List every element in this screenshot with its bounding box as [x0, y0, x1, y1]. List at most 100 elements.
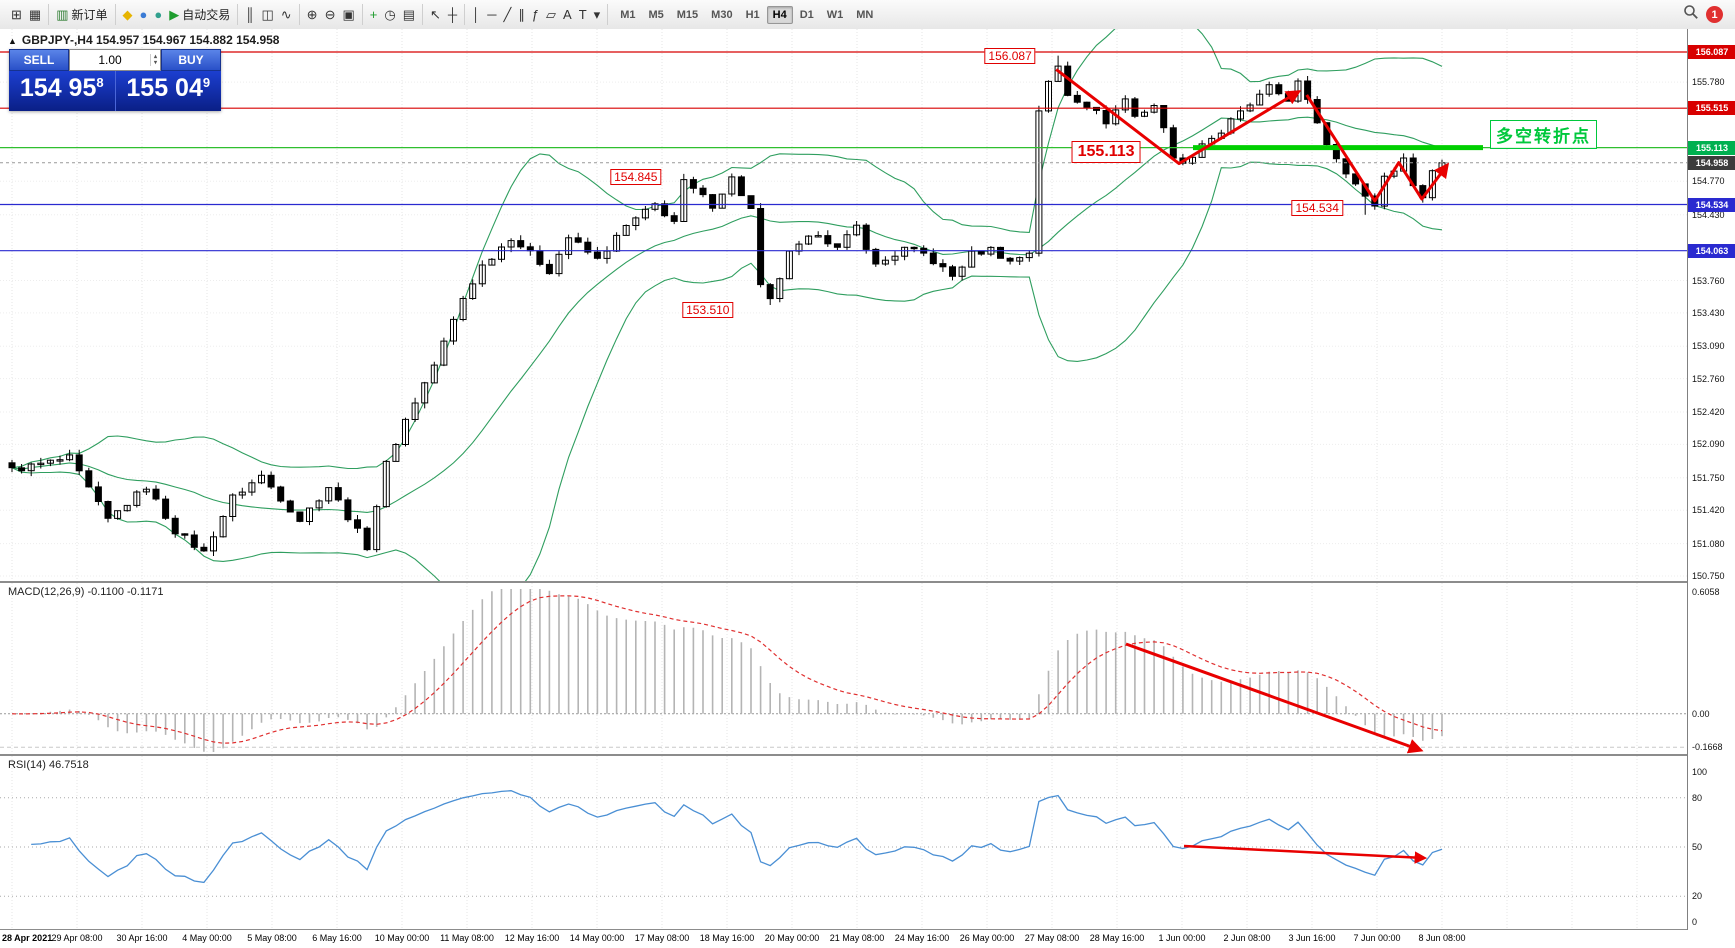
sell-button[interactable]: SELL	[9, 49, 69, 71]
macd-panel[interactable]	[0, 583, 1687, 754]
zoom-in-button[interactable]: ⊕	[304, 6, 321, 23]
arrows-dropdown-button[interactable]: ▾	[591, 6, 604, 23]
price-axis[interactable]: 155.780 154.770 154.430 153.760 153.430 153.0…	[1687, 29, 1735, 930]
rsi-axis-label: 80	[1692, 792, 1703, 803]
toolbar-right: 1	[1683, 4, 1731, 25]
text-button[interactable]: A	[560, 6, 575, 23]
crosshair-icon: ┼	[447, 6, 458, 22]
equidistant-channel-button[interactable]: ∥	[515, 6, 528, 23]
timeframe-h1[interactable]: H1	[745, 8, 760, 21]
bars-mode-button[interactable]: ║	[242, 6, 257, 23]
price-tick: 153.760	[1692, 275, 1725, 286]
time-label: 30 Apr 16:00	[116, 933, 168, 943]
rsi-indicator-label: RSI(14) 46.7518	[8, 759, 89, 771]
axis-separator	[0, 929, 1735, 930]
turning-point-annotation[interactable]: 多空转折点	[1490, 120, 1597, 149]
periods-button[interactable]: ◷	[381, 6, 398, 23]
price-tick: 152.760	[1692, 373, 1725, 384]
time-label: 27 May 08:00	[1024, 933, 1080, 943]
toolbar-group: ⊞ ▦	[4, 4, 50, 25]
mql5-market-icon: ●	[154, 6, 163, 22]
fibonacci-button[interactable]: ƒ	[529, 6, 542, 23]
timeframe-mn[interactable]: MN	[856, 8, 874, 21]
timeframe-d1[interactable]: D1	[799, 8, 814, 21]
volume-spinner[interactable]: ▴ ▾	[149, 54, 160, 66]
rsi-axis-label: 100	[1692, 766, 1708, 777]
line-mode-button[interactable]: ∿	[278, 6, 295, 23]
rsi-line	[31, 790, 1443, 884]
panel-separator[interactable]	[0, 754, 1735, 756]
time-axis[interactable]: 28 Apr 2021 29 Apr 08:00 30 Apr 16:00 4 May…	[0, 930, 1687, 948]
trendline-button[interactable]: ╱	[500, 6, 514, 23]
cursor-button[interactable]: ↖	[427, 6, 444, 23]
zoom-out-icon: ⊖	[324, 6, 336, 22]
toolbar-group: │ ─ ╱ ∥ ƒ ▱ A T ▾	[465, 4, 609, 25]
indicators-button[interactable]: +	[367, 6, 381, 23]
time-label: 12 May 16:00	[504, 933, 560, 943]
crosshair-button[interactable]: ┼	[445, 6, 460, 23]
new-order-button[interactable]: ▥ 新订单	[53, 4, 110, 25]
text-label-button[interactable]: T	[576, 6, 590, 23]
horizontal-line-button[interactable]: ─	[484, 6, 499, 23]
profiles-button[interactable]: ▦	[26, 6, 44, 23]
price-chart[interactable]	[0, 29, 1687, 581]
macd-trend-arrow[interactable]	[1125, 642, 1424, 754]
zoom-out-button[interactable]: ⊖	[322, 6, 339, 23]
trend-arrow[interactable]	[1305, 94, 1450, 203]
chart-collapse-icon[interactable]: ▲	[8, 36, 17, 46]
macd-signal-line	[11, 595, 1443, 744]
main-toolbar: ⊞ ▦ ▥ 新订单 ◆ ● ● ▶ 自动交易 ║ ◫ ∿ ⊕ ⊖ ▣ + ◷ ▤ ↖ ┼ │ ─ ╱ ∥ ƒ ▱ A T ▾ M1 M5 M…	[0, 0, 1735, 30]
price-badge: 155.515	[1688, 101, 1735, 116]
zoom-in-icon: ⊕	[306, 6, 318, 22]
new-chart-icon: ⊞	[11, 6, 22, 22]
rsi-panel[interactable]	[0, 756, 1687, 929]
new-chart-button[interactable]: ⊞	[8, 6, 25, 23]
time-label: 24 May 16:00	[894, 933, 950, 943]
time-label: 2 Jun 08:00	[1223, 933, 1271, 943]
timeframe-m15[interactable]: M15	[676, 8, 699, 21]
timeframe-toolbar: M1 M5 M15 M30 H1 H4 D1 W1 MN	[608, 5, 885, 24]
time-label: 4 May 00:00	[182, 933, 232, 943]
bid-price[interactable]: 154 95 8	[9, 71, 115, 111]
bid-main-digits: 154 95	[19, 74, 97, 102]
price-tick: 151.750	[1692, 472, 1725, 483]
quotes-button[interactable]: ◆	[120, 6, 136, 23]
auto-trading-button[interactable]: ▶ 自动交易	[166, 4, 233, 25]
timeframe-m5[interactable]: M5	[648, 8, 664, 21]
periods-icon: ◷	[384, 6, 396, 22]
buy-button[interactable]: BUY	[161, 49, 221, 71]
grid	[0, 29, 1687, 581]
rsi-axis-label: 20	[1692, 891, 1703, 902]
notification-badge[interactable]: 1	[1706, 6, 1723, 23]
time-label: 7 Jun 00:00	[1353, 933, 1401, 943]
price-tick: 154.770	[1692, 176, 1725, 187]
time-label: 17 May 08:00	[634, 933, 690, 943]
ask-price[interactable]: 155 04 9	[114, 71, 221, 111]
panel-separator[interactable]	[0, 581, 1735, 583]
bars-mode-icon: ║	[245, 6, 255, 22]
tile-windows-button[interactable]: ▣	[339, 6, 357, 23]
timeframe-w1[interactable]: W1	[826, 8, 844, 21]
price-tick: 151.080	[1692, 538, 1725, 549]
candles-mode-button[interactable]: ◫	[258, 6, 276, 23]
community-button[interactable]: ●	[137, 6, 151, 23]
mql5-market-button[interactable]: ●	[151, 6, 165, 23]
price-tick: 153.090	[1692, 341, 1725, 352]
volume-input[interactable]: 1.00 ▴ ▾	[69, 49, 161, 71]
trend-arrow[interactable]	[1055, 68, 1302, 166]
timeframe-h4[interactable]: H4	[766, 5, 793, 24]
macd-indicator-label: MACD(12,26,9) -0.1100 -0.1171	[8, 586, 164, 598]
volume-up-icon[interactable]: ▴	[153, 54, 157, 60]
volume-value: 1.00	[98, 53, 122, 67]
rsi-trend-arrow[interactable]	[1183, 844, 1428, 864]
templates-button[interactable]: ▤	[400, 6, 418, 23]
bollinger-bands[interactable]	[11, 29, 1443, 581]
macd-axis-label: -0.1668	[1692, 742, 1723, 753]
search-icon[interactable]	[1683, 4, 1699, 25]
shapes-button[interactable]: ▱	[543, 6, 559, 23]
volume-down-icon[interactable]: ▾	[153, 60, 157, 66]
price-tick: 155.780	[1692, 77, 1725, 88]
vertical-line-button[interactable]: │	[469, 6, 483, 23]
timeframe-m1[interactable]: M1	[620, 8, 636, 21]
timeframe-m30[interactable]: M30	[711, 8, 733, 21]
